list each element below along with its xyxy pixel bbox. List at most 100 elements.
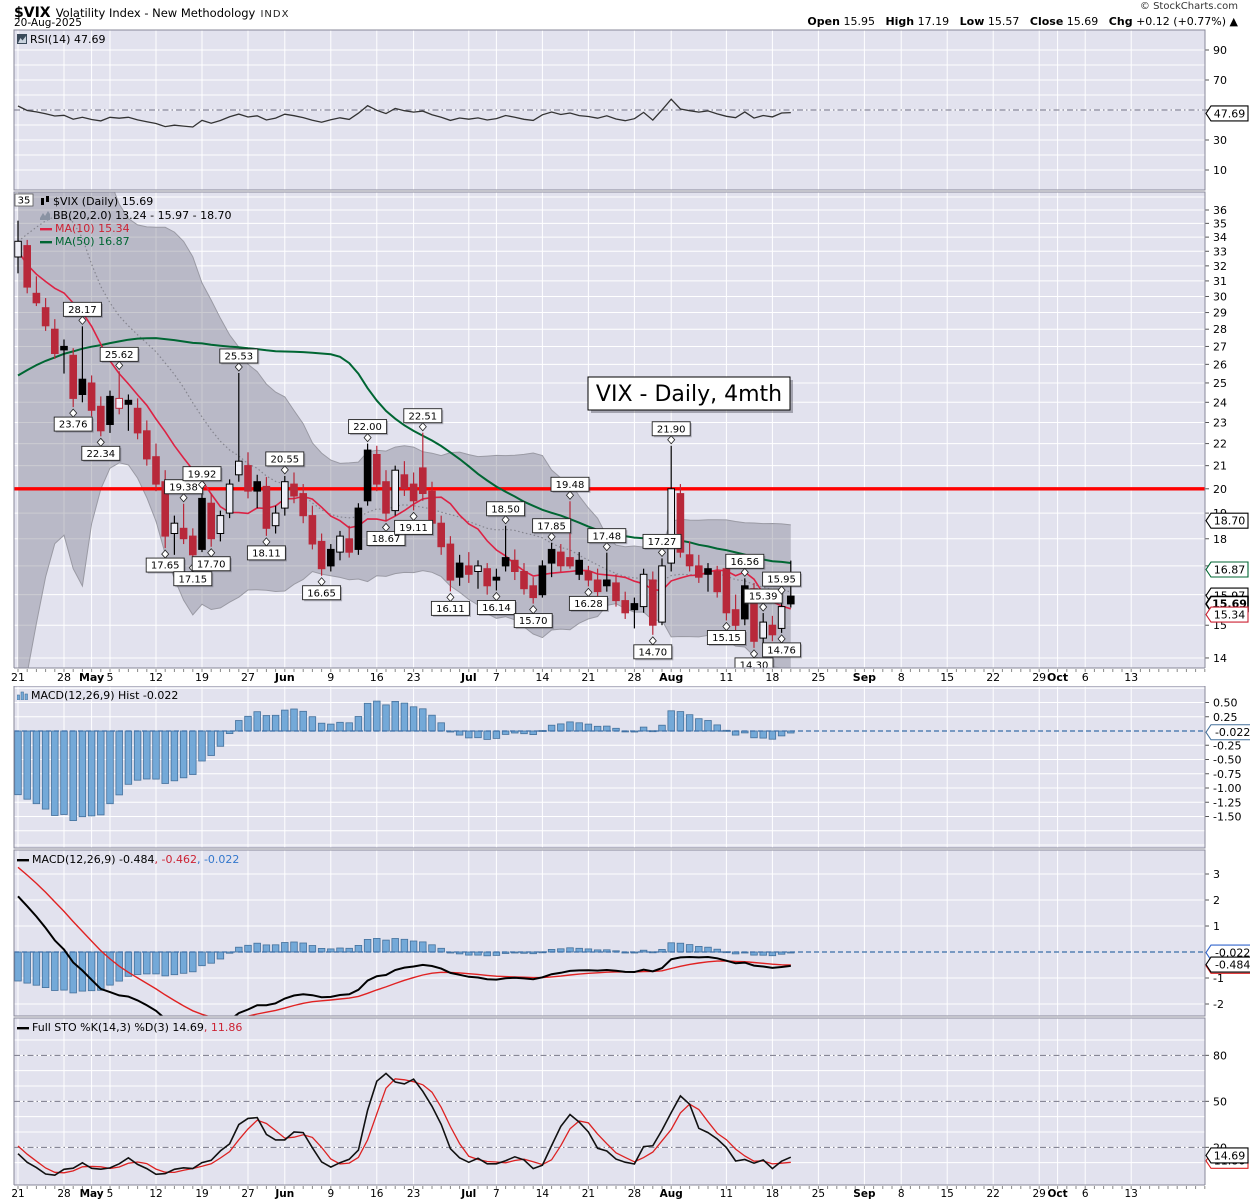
x-axis-label: 27 bbox=[241, 1188, 254, 1200]
candle bbox=[281, 481, 289, 509]
candle bbox=[612, 582, 620, 602]
price-legend-ma10-text: MA(10) 15.34 bbox=[55, 222, 130, 235]
macd-legend: MACD(12,26,9) -0.484, -0.462, -0.022 bbox=[17, 853, 239, 867]
up-arrow-icon: ▲ bbox=[1229, 15, 1238, 28]
macd-hist-bar bbox=[106, 730, 114, 805]
price-annotation-box bbox=[182, 466, 222, 482]
macd-panel-hist-bar bbox=[520, 951, 528, 954]
macd-panel-hist-bar bbox=[768, 951, 777, 957]
x-axis-label: 15 bbox=[940, 671, 954, 684]
price-annotation-box bbox=[394, 519, 434, 535]
x-axis-label: 12 bbox=[149, 671, 163, 684]
rsi-tick-label: 90 bbox=[1213, 44, 1227, 57]
macd-hist-bar bbox=[345, 722, 353, 732]
candle bbox=[465, 565, 473, 575]
price-annotations: 23.76 28.17 22.34 25.62 17.65 19.38 17.15 19.92… bbox=[53, 301, 803, 674]
price-annotation-text: 14.76 bbox=[767, 645, 796, 656]
ticker-symbol: $VIX bbox=[14, 5, 51, 21]
price-tick-label: 25 bbox=[1213, 377, 1227, 390]
sto-panel bbox=[14, 1039, 1205, 1177]
sto-legend-d: , 11.86 bbox=[203, 1021, 243, 1034]
candle bbox=[124, 399, 133, 405]
annotation-pointer bbox=[759, 602, 768, 612]
x-axis-label: May bbox=[80, 1188, 104, 1200]
candle bbox=[639, 573, 648, 608]
price-annotation-text: 14.30 bbox=[740, 661, 769, 672]
candle bbox=[23, 245, 31, 288]
price-annotation-box bbox=[642, 533, 682, 549]
price-annotation-text: 16.56 bbox=[730, 557, 759, 568]
price-annotation-box bbox=[173, 571, 213, 587]
chg-label: Chg bbox=[1108, 15, 1133, 28]
x-axis-label: 6 bbox=[1082, 1188, 1089, 1200]
macd-hist-bar bbox=[271, 714, 280, 732]
candle bbox=[308, 515, 317, 545]
candle bbox=[115, 397, 124, 409]
price-tick-label: 30 bbox=[1213, 290, 1227, 303]
macd-hist-bar bbox=[483, 730, 491, 740]
macd-panel-hist-bar bbox=[777, 951, 786, 955]
macd-panel-hist-bar bbox=[382, 939, 390, 953]
macd-hist-bar bbox=[400, 702, 409, 732]
macd-panel-hist-bar bbox=[354, 945, 363, 953]
low-value: 15.57 bbox=[987, 15, 1020, 28]
candle bbox=[787, 595, 795, 605]
candle bbox=[271, 512, 280, 527]
macd-panel-hist-bar bbox=[713, 948, 721, 953]
macd-legend-main: MACD(12,26,9) -0.484 bbox=[32, 853, 155, 866]
candle bbox=[78, 378, 87, 396]
chg-value: +0.12 (+0.77%) bbox=[1136, 15, 1227, 28]
close-label: Close bbox=[1029, 15, 1064, 28]
macd-hist-bar bbox=[382, 704, 390, 732]
macd-panel-hist-bar bbox=[179, 951, 188, 974]
price-annotation-box bbox=[486, 501, 526, 517]
macd-hist-bar bbox=[161, 730, 169, 784]
candle bbox=[676, 493, 685, 553]
macd-hist-bar bbox=[97, 730, 105, 816]
annotation-pointer bbox=[363, 432, 372, 443]
macd-hist-bar bbox=[465, 730, 473, 739]
candle bbox=[658, 565, 666, 623]
macd-legend-hist: , -0.022 bbox=[196, 853, 240, 866]
x-axis-label: 8 bbox=[898, 671, 905, 684]
axis-value-text: 18.70 bbox=[1214, 514, 1246, 527]
x-axis-label: Jul bbox=[460, 671, 477, 684]
macd-panel-hist-bar bbox=[235, 946, 243, 953]
chart-title: Volatility Index - New Methodology bbox=[55, 6, 256, 20]
macd-hist-panel bbox=[14, 687, 1205, 846]
x-axis-label: 7 bbox=[493, 1188, 500, 1200]
macd-hist-bar bbox=[768, 730, 777, 740]
hist-tick-label: -0.25 bbox=[1213, 739, 1241, 752]
macd-hist-bar bbox=[317, 722, 326, 732]
price-annotation-box bbox=[743, 588, 783, 604]
bb-mid-dotted bbox=[17, 214, 791, 593]
candle bbox=[428, 490, 436, 524]
axis-value-text: 47.69 bbox=[1214, 107, 1246, 120]
candle bbox=[621, 600, 630, 614]
price-panel-bg bbox=[14, 192, 1205, 668]
open-label: Open bbox=[807, 15, 840, 28]
x-axis-label: 28 bbox=[627, 671, 641, 684]
candle bbox=[593, 579, 602, 593]
x-axis-label: 25 bbox=[812, 1188, 825, 1200]
price-annotation-box bbox=[568, 595, 608, 611]
macd-tick-label: 3 bbox=[1213, 868, 1220, 881]
annotation-pointer bbox=[565, 490, 575, 500]
macd-panel-bg bbox=[14, 850, 1205, 1016]
x-axis-strip-main bbox=[0, 668, 1250, 686]
candle bbox=[363, 449, 372, 502]
chart-header: $VIX Volatility Index - New Methodology … bbox=[0, 0, 1250, 30]
rsi-panel bbox=[14, 49, 1205, 171]
macd-panel-hist-bar bbox=[244, 944, 252, 953]
axis-value-box bbox=[1205, 105, 1249, 122]
price-annotation-box bbox=[633, 644, 673, 660]
price-tick-label: 28 bbox=[1213, 323, 1227, 336]
axis-value-box bbox=[1205, 561, 1249, 578]
indicator-icon bbox=[17, 34, 27, 47]
x-axis-label: Oct bbox=[1047, 671, 1068, 684]
annotation-pointer bbox=[501, 515, 510, 525]
x-axis-label: 9 bbox=[327, 1188, 334, 1200]
hist-tick-label: -1.00 bbox=[1213, 782, 1241, 795]
rsi-legend-text: RSI(14) 47.69 bbox=[30, 33, 106, 46]
sto-legend-main: Full STO %K(14,3) %D(3) 14.69 bbox=[32, 1021, 204, 1034]
